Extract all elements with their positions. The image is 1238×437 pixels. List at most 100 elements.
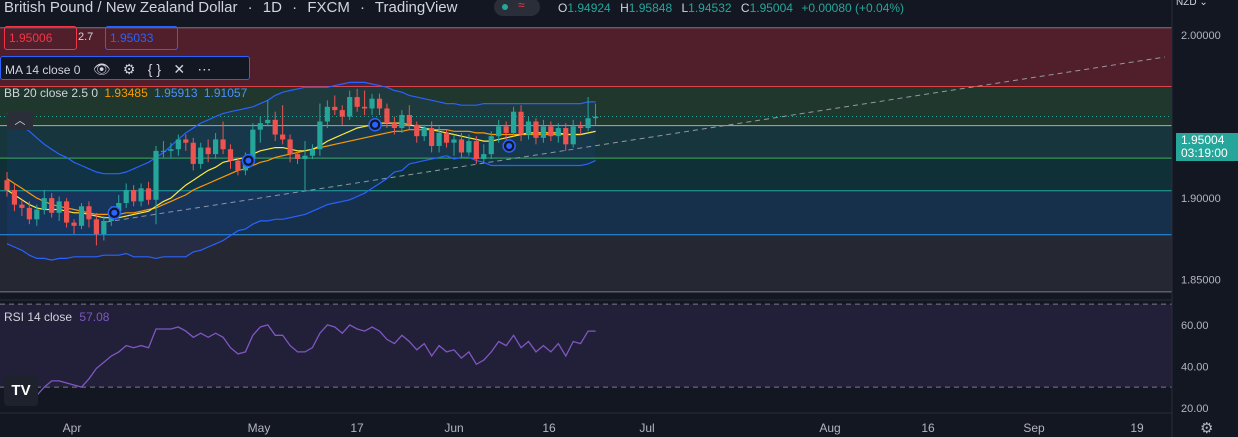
- candle: [354, 88, 360, 112]
- ma-label: MA 14 close 0: [5, 63, 81, 77]
- candle: [362, 90, 368, 115]
- ma-indicator-legend[interactable]: MA 14 close 0 👁 ⚙ { } ✕ ⋯: [0, 56, 250, 80]
- candle-body: [294, 154, 301, 159]
- candle-body: [458, 139, 465, 153]
- candle-body: [280, 134, 286, 140]
- rsi-legend[interactable]: RSI 14 close 57.08: [4, 310, 109, 324]
- candle-body: [406, 114, 412, 125]
- candle: [227, 144, 234, 169]
- event-markers[interactable]: [107, 118, 516, 220]
- candle-body: [376, 98, 383, 109]
- market-status-badge[interactable]: ≈: [494, 0, 540, 16]
- symbol-title: British Pound / New Zealand Dollar: [4, 0, 238, 16]
- tradingview-logo[interactable]: TV: [4, 376, 38, 406]
- candle-body: [309, 149, 316, 156]
- chart-settings-gear-icon[interactable]: ⚙: [1200, 420, 1214, 437]
- candle: [49, 193, 55, 218]
- time-tick-label: Aug: [819, 421, 840, 435]
- source-code-icon[interactable]: { }: [147, 61, 161, 77]
- close-value: 1.95004: [749, 1, 793, 15]
- market-open-dot-icon: [502, 4, 508, 10]
- candle-body: [555, 128, 561, 137]
- currency-selector[interactable]: NZD ⌄: [1176, 0, 1208, 8]
- bb-upper-line: [6, 81, 596, 175]
- candle: [138, 183, 144, 207]
- candle: [302, 141, 308, 190]
- open-value: 1.94924: [567, 1, 611, 15]
- candle: [78, 203, 85, 230]
- candle: [555, 123, 561, 143]
- event-marker-dot: [245, 157, 252, 164]
- price-tick-label: 1.85000: [1181, 275, 1221, 287]
- candle: [86, 201, 92, 228]
- more-icon[interactable]: ⋯: [197, 61, 212, 77]
- trend-line[interactable]: [105, 56, 1166, 223]
- candle-body: [86, 206, 92, 220]
- exchange-label: FXCM: [307, 0, 350, 16]
- symbol-header[interactable]: British Pound / New Zealand Dollar · 1D …: [4, 0, 458, 16]
- event-marker-dot: [372, 121, 379, 128]
- candle-body: [369, 98, 375, 109]
- candle: [145, 181, 152, 205]
- candle: [473, 136, 479, 164]
- sell-button[interactable]: 1.95006: [4, 26, 77, 50]
- rsi-label: RSI 14 close: [4, 310, 73, 324]
- candle-body: [78, 206, 85, 226]
- candle: [436, 126, 442, 153]
- candle: [429, 121, 435, 153]
- candle: [332, 95, 338, 115]
- candle: [592, 103, 599, 125]
- candle-body: [585, 118, 591, 129]
- candle-body: [71, 222, 77, 226]
- candle-body: [250, 129, 256, 159]
- source-label: TradingView: [374, 0, 458, 16]
- candle: [384, 103, 390, 129]
- bar-countdown: 03:19:00: [1181, 146, 1228, 160]
- time-tick-label: 16: [921, 421, 935, 435]
- candle-body: [213, 139, 219, 155]
- rsi-tick-label: 40.00: [1181, 361, 1209, 373]
- candle-body: [391, 123, 397, 129]
- candle: [56, 196, 62, 221]
- close-icon[interactable]: ✕: [173, 61, 186, 77]
- interval-label[interactable]: 1D: [262, 0, 282, 16]
- candle: [257, 116, 263, 143]
- chevron-down-icon: ⌄: [1199, 0, 1208, 8]
- wave-icon: ≈: [518, 0, 525, 12]
- bb-indicator-legend[interactable]: BB 20 close 2.5 0 1.93485 1.95913 1.9105…: [4, 86, 247, 100]
- candle-body: [511, 111, 517, 133]
- candle-body: [205, 147, 211, 155]
- rsi-value: 57.08: [79, 310, 110, 324]
- candle-body: [41, 198, 47, 210]
- candle-body: [227, 149, 234, 161]
- candle-body: [563, 128, 569, 145]
- eye-icon[interactable]: 👁: [92, 61, 111, 77]
- candle-body: [317, 121, 323, 150]
- candle: [287, 134, 293, 163]
- candle: [324, 100, 330, 129]
- candle-body: [362, 106, 368, 109]
- candle-body: [443, 132, 450, 143]
- candle: [503, 121, 509, 142]
- change-value: +0.00080 (+0.04%): [801, 1, 905, 15]
- candle-body: [324, 106, 330, 122]
- candle: [406, 105, 412, 130]
- candle: [421, 124, 427, 142]
- candle: [265, 100, 271, 127]
- candle: [198, 142, 204, 169]
- candle-body: [34, 209, 40, 220]
- candle-body: [421, 128, 427, 137]
- gear-icon[interactable]: ⚙: [122, 61, 136, 77]
- candle: [458, 132, 465, 158]
- bollinger-bands: [6, 81, 596, 261]
- collapse-legend-button[interactable]: ︿: [7, 112, 33, 130]
- candle-body: [153, 150, 159, 200]
- candle: [376, 93, 383, 115]
- candle: [41, 189, 47, 215]
- buy-button[interactable]: 1.95033: [105, 26, 178, 50]
- candle-body: [19, 204, 25, 208]
- candle-body: [56, 201, 62, 213]
- fib-retracement[interactable]: [0, 27, 1172, 293]
